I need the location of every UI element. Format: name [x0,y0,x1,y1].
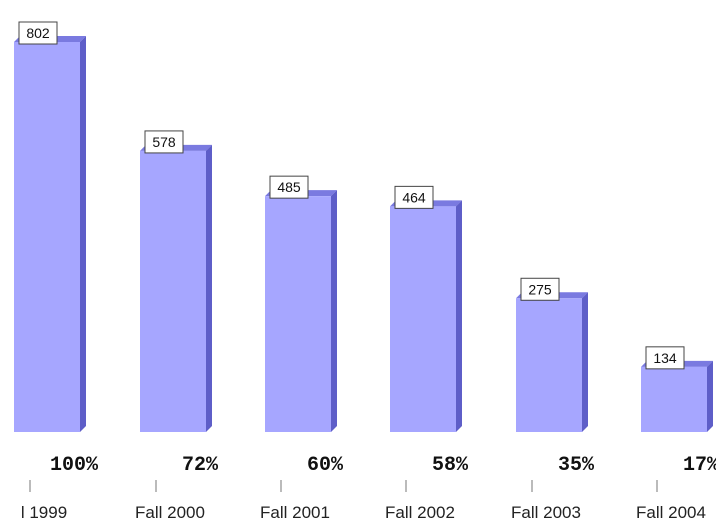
bar [641,360,713,432]
category-label: l 1999 [21,503,67,522]
bar [516,292,588,432]
value-label-text: 275 [528,281,552,297]
value-label: 485 [269,175,309,199]
bar-front-face [516,298,582,432]
value-label-text: 134 [653,350,677,366]
value-label-box [269,175,309,199]
category-label: Fall 2001 [260,503,330,522]
value-label: 464 [394,185,434,209]
bar [140,144,212,432]
value-label: 802 [18,21,58,45]
value-label-box [645,346,685,370]
bar-side-face [707,360,713,432]
category-label: Fall 2000 [135,503,205,522]
value-label: 578 [144,130,184,154]
percent-label: 58% [432,454,469,477]
value-label-text: 485 [277,179,301,195]
value-label-text: 464 [402,189,426,205]
percent-label: 60% [307,454,344,477]
value-label-text: 578 [152,134,176,150]
bar-side-face [456,200,462,432]
category-label: Fall 2003 [511,503,581,522]
value-label: 134 [645,346,685,370]
bar-front-face [14,42,80,432]
category-label: Fall 2004 [636,503,706,522]
value-labels-group: 802 578 485 464 275 134 [18,21,685,370]
value-label-box [394,185,434,209]
bar-side-face [331,190,337,432]
bar-front-face [140,150,206,432]
bar-side-face [80,36,86,432]
value-label-text: 802 [26,25,50,41]
category-label: Fall 2002 [385,503,455,522]
bar [390,200,462,432]
percent-labels-group: 100% 72% 60% 58% 35% 17% [50,454,716,477]
bar-front-face [641,366,707,432]
category-labels-group: l 1999 Fall 2000 Fall 2001 Fall 2002 Fall 20… [21,480,706,522]
value-label-box [18,21,58,45]
percent-label: 35% [558,454,595,477]
bars-group [14,36,713,432]
bar [265,190,337,432]
percent-label: 17% [683,454,716,477]
bar-front-face [265,196,331,432]
bar-side-face [206,144,212,432]
bar [14,36,86,432]
bar-side-face [582,292,588,432]
percent-label: 100% [50,454,99,477]
value-label-box [144,130,184,154]
bar-front-face [390,206,456,432]
value-label: 275 [520,277,560,301]
value-label-box [520,277,560,301]
percent-label: 72% [182,454,219,477]
